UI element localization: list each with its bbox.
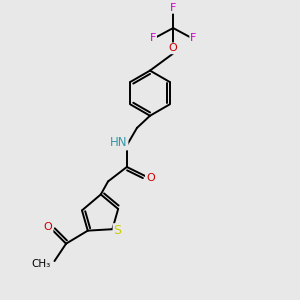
- Text: O: O: [146, 173, 155, 183]
- Text: S: S: [114, 224, 122, 237]
- Text: F: F: [190, 33, 196, 43]
- Text: HN: HN: [110, 136, 128, 149]
- Text: O: O: [169, 43, 178, 53]
- Text: CH₃: CH₃: [31, 259, 50, 269]
- Text: O: O: [44, 222, 52, 232]
- Text: F: F: [170, 3, 176, 13]
- Text: F: F: [150, 33, 156, 43]
